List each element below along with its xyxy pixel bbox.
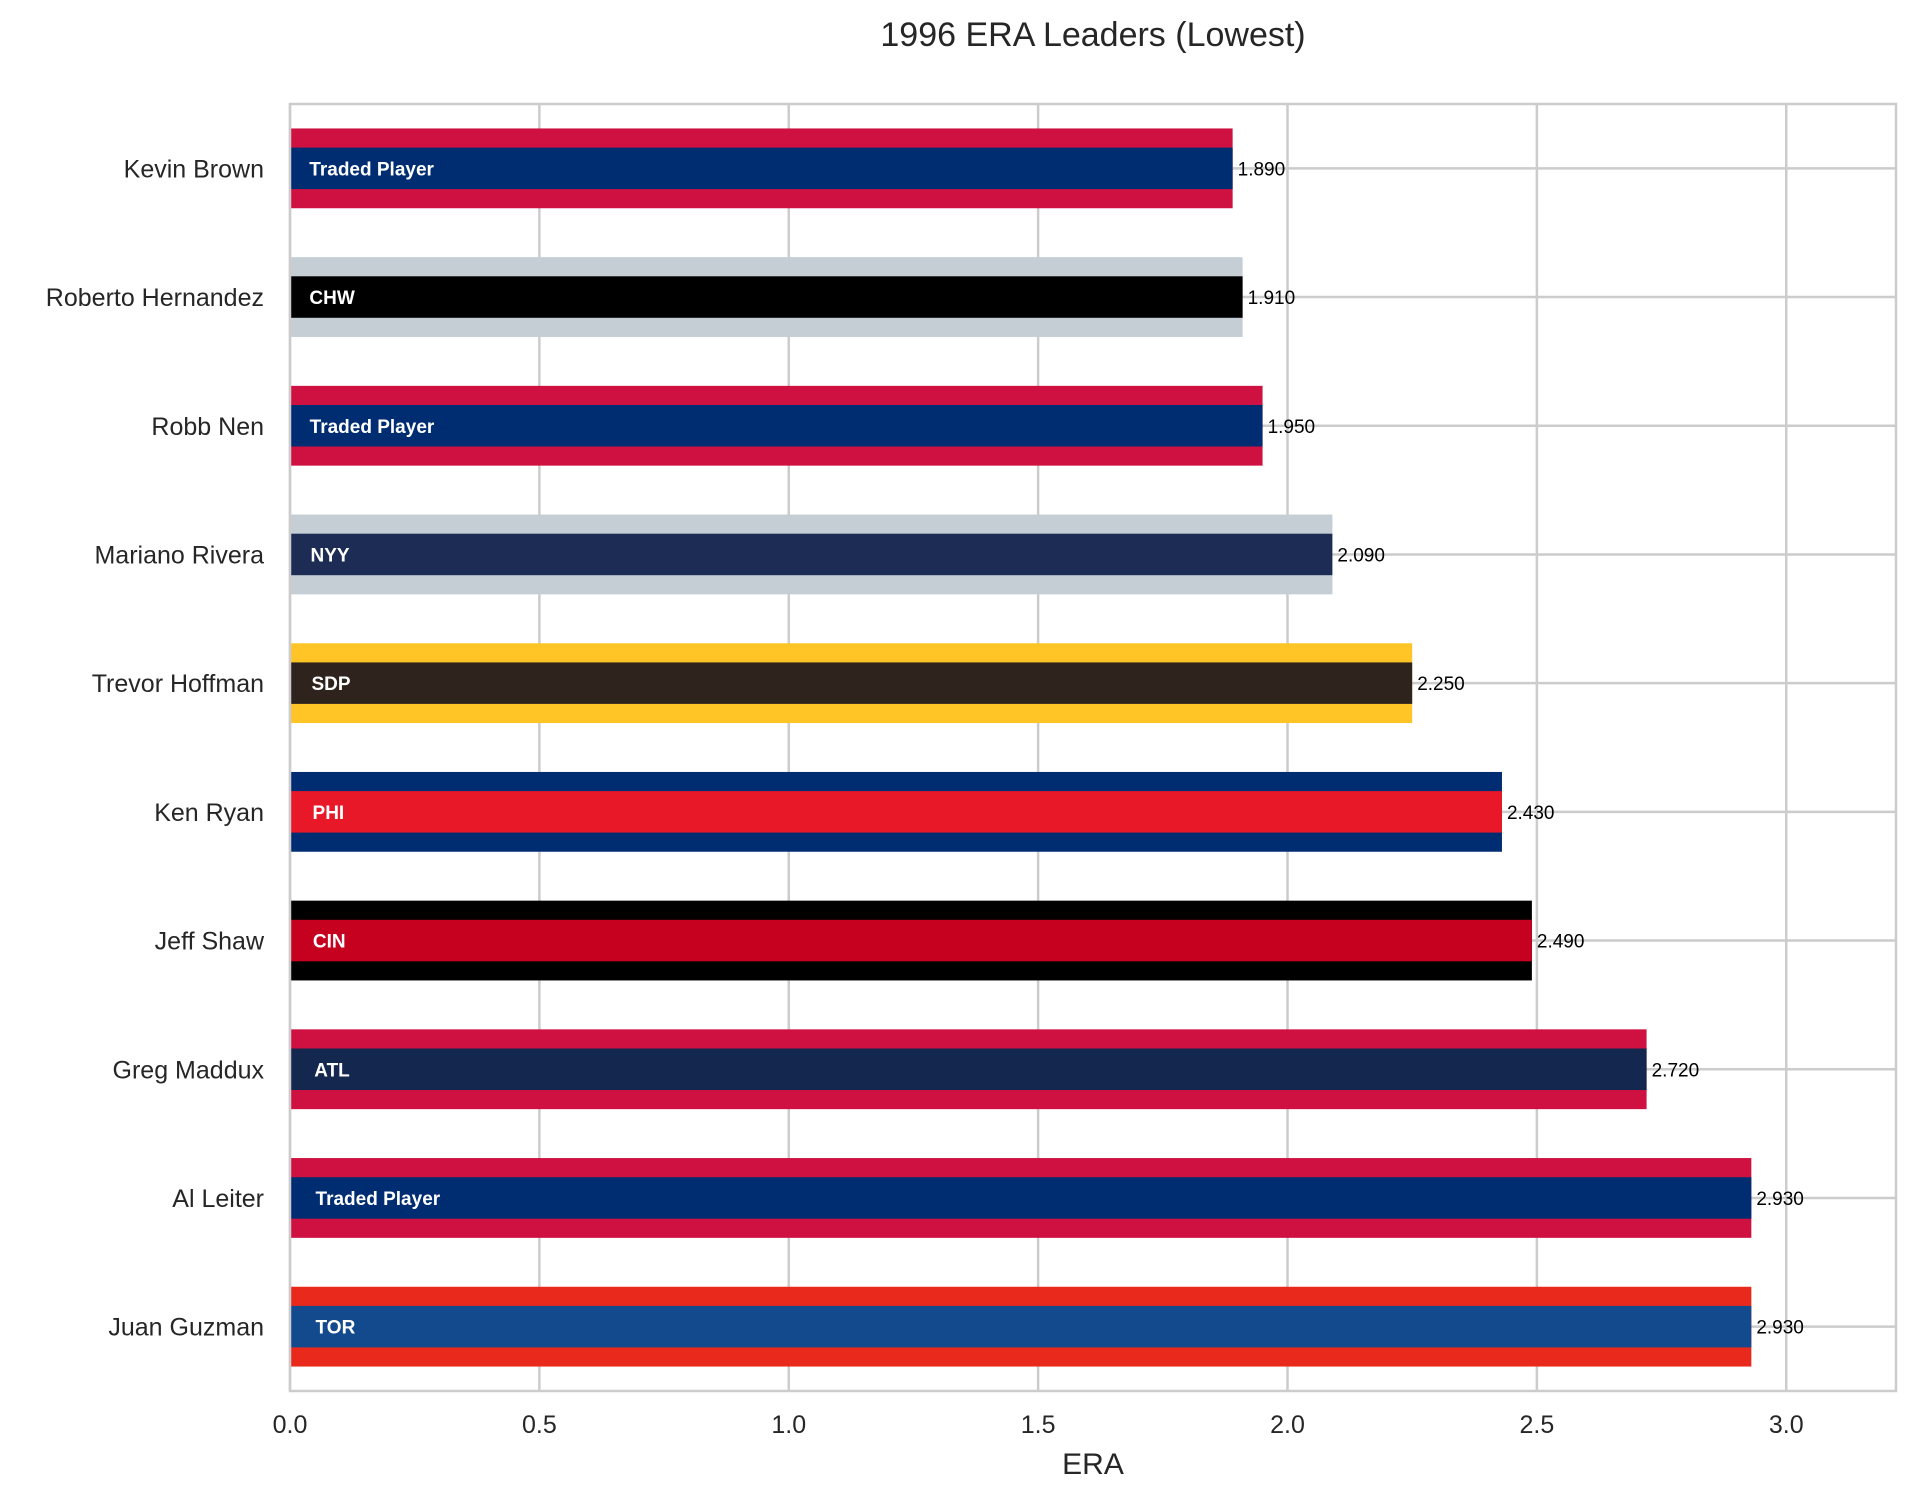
bar-inner (290, 919, 1532, 962)
value-label: 1.890 (1238, 159, 1286, 180)
y-tick-label: Al Leiter (172, 1185, 264, 1213)
x-axis-label: ERA (1062, 1448, 1124, 1481)
y-tick-label: Jeff Shaw (155, 928, 265, 956)
x-tick-label: 1.0 (771, 1411, 806, 1439)
value-label: 1.910 (1248, 288, 1296, 309)
team-label: CIN (313, 932, 346, 953)
value-label: 2.490 (1537, 932, 1585, 953)
bar-inner (290, 1177, 1752, 1219)
value-label: 2.930 (1756, 1189, 1804, 1210)
y-tick-label: Trevor Hoffman (92, 670, 264, 698)
x-tick-label: 3.0 (1769, 1411, 1804, 1439)
value-label: 2.720 (1652, 1060, 1700, 1081)
y-tick-label: Juan Guzman (108, 1314, 264, 1342)
value-label: 2.430 (1507, 803, 1555, 824)
team-label: ATL (314, 1060, 350, 1081)
team-label: PHI (313, 803, 345, 824)
y-tick-label: Ken Ryan (154, 799, 264, 827)
team-label: Traded Player (310, 417, 435, 438)
plot-frame (288, 102, 1898, 1393)
value-label: 2.930 (1756, 1318, 1804, 1339)
bar-inner (290, 147, 1233, 190)
y-tick-label: Roberto Hernandez (46, 284, 264, 312)
bar-inner (290, 662, 1413, 704)
team-label: NYY (311, 545, 350, 566)
value-label: 2.250 (1417, 674, 1465, 695)
team-label: SDP (311, 674, 350, 695)
bars-group: Traded Player 1.890 CHW 1.910 Traded Player 1… (290, 128, 1804, 1367)
x-tick-labels: 0.0 0.5 1.0 1.5 2.0 2.5 3.0 (273, 1411, 1804, 1439)
value-label: 2.090 (1337, 545, 1385, 566)
bar-inner (290, 791, 1502, 833)
chart-title: 1996 ERA Leaders (Lowest) (880, 16, 1305, 54)
bar-inner (290, 1048, 1647, 1090)
x-tick-label: 1.5 (1021, 1411, 1056, 1439)
y-tick-label: Kevin Brown (124, 155, 264, 183)
bar-inner (290, 533, 1333, 576)
y-tick-labels: Kevin Brown Roberto Hernandez Robb Nen Mari… (46, 155, 265, 1341)
team-label: TOR (316, 1318, 356, 1339)
x-tick-label: 2.0 (1270, 1411, 1305, 1439)
team-label: Traded Player (309, 159, 434, 180)
x-tick-label: 0.5 (522, 1411, 557, 1439)
bar-inner (290, 1305, 1752, 1348)
bar-inner (290, 405, 1263, 447)
x-tick-label: 0.0 (273, 1411, 308, 1439)
y-tick-label: Robb Nen (151, 413, 264, 441)
x-tick-label: 2.5 (1519, 1411, 1554, 1439)
y-tick-label: Mariano Rivera (94, 541, 264, 569)
team-label: CHW (309, 288, 354, 309)
value-label: 1.950 (1268, 417, 1316, 438)
team-label: Traded Player (316, 1189, 441, 1210)
y-tick-label: Greg Maddux (113, 1056, 265, 1084)
bar-inner (290, 276, 1243, 318)
